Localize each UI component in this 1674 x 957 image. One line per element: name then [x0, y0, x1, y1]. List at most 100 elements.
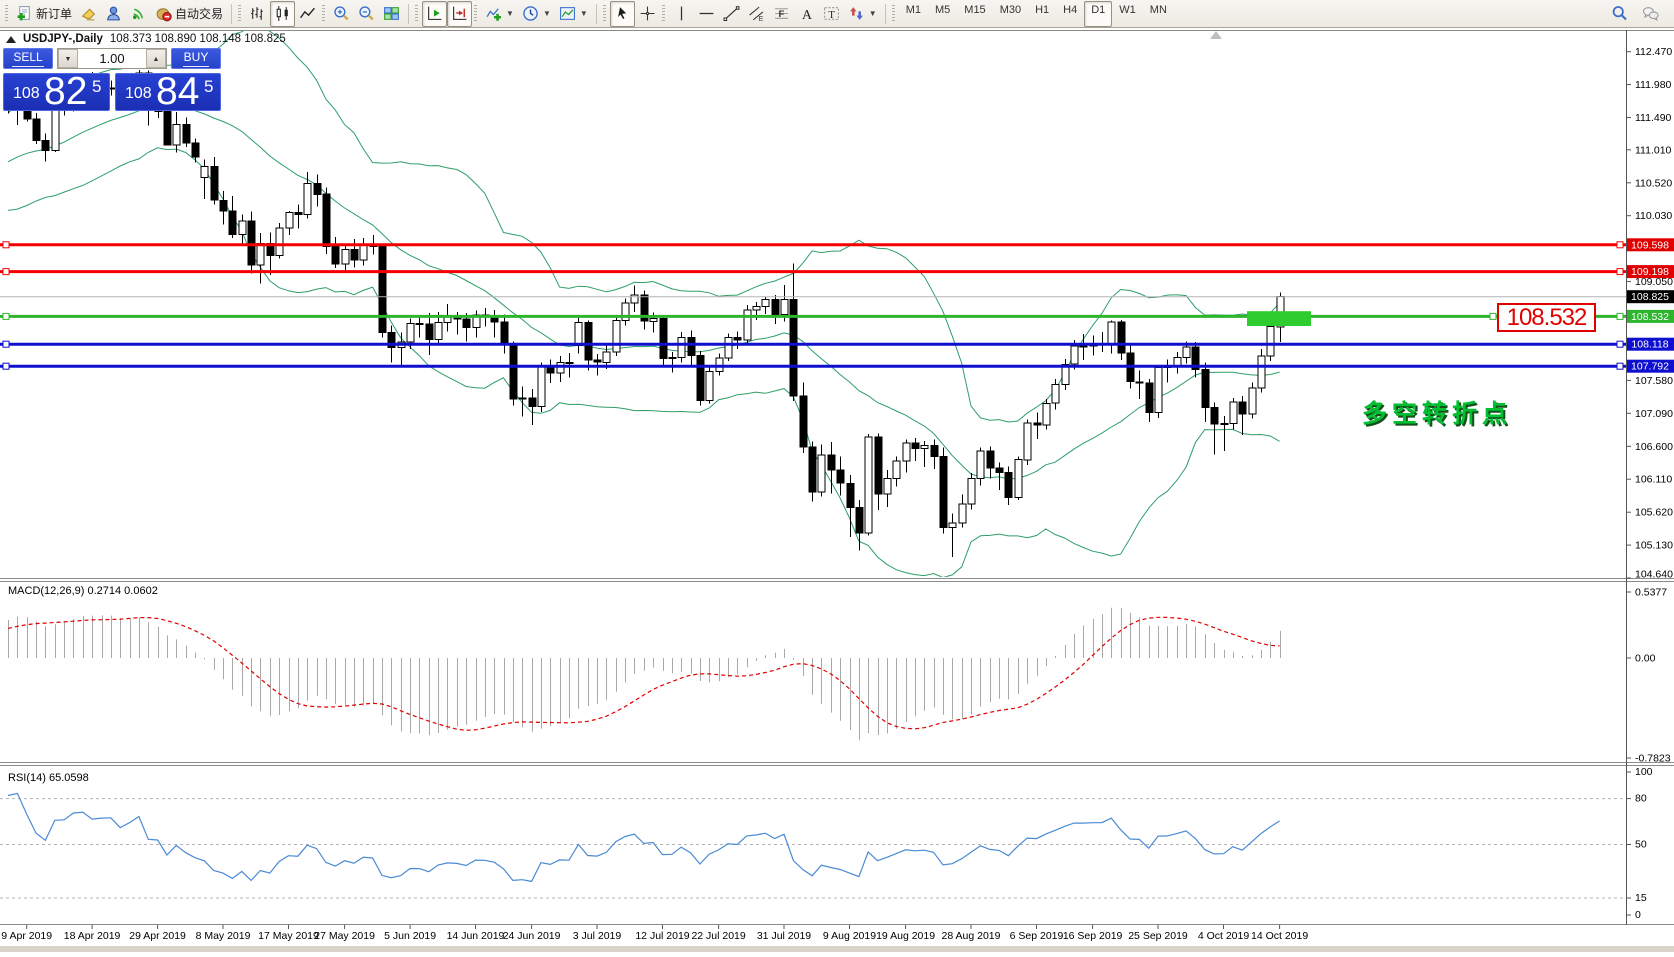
line-handle[interactable] [2, 362, 10, 370]
eraser-button[interactable] [76, 1, 101, 27]
shapes-button[interactable]: ▼ [844, 1, 881, 27]
timeframe-m1-button[interactable]: M1 [905, 3, 921, 16]
toolbar-grip[interactable] [238, 5, 242, 22]
candlestick-chart-button[interactable] [270, 0, 296, 27]
symbol-period-label: USDJPY-,Daily [23, 33, 103, 45]
signals-button[interactable] [126, 1, 151, 27]
toolbar-grip[interactable] [415, 5, 419, 22]
timeframe-m5-button[interactable]: M5 [935, 3, 951, 16]
trendline-button[interactable] [719, 1, 744, 27]
price-callout-label[interactable]: 108.532 [1497, 303, 1596, 332]
date-tick-label: 31 Jul 2019 [757, 930, 811, 942]
line-handle[interactable] [2, 241, 10, 249]
toolbar-grip[interactable] [891, 5, 895, 22]
volume-decrease-button[interactable]: ▼ [58, 49, 78, 68]
timeframe-w1-button[interactable]: W1 [1119, 3, 1136, 16]
date-tick-label: 9 Aug 2019 [823, 930, 876, 942]
text-button[interactable]: A [794, 1, 819, 27]
timeframe-d1-button[interactable]: D1 [1084, 0, 1113, 27]
timeframe-m30-button[interactable]: M30 [999, 3, 1022, 16]
chevron-down-icon[interactable]: ▼ [542, 9, 551, 18]
autotrade-button[interactable]: 自动交易 [151, 1, 227, 27]
periods-button[interactable]: ▼ [518, 1, 555, 27]
timeframe-h1-button[interactable]: H1 [1035, 3, 1050, 16]
cursor-button[interactable] [609, 0, 635, 27]
candle-body [341, 248, 350, 265]
line-handle[interactable] [1489, 312, 1497, 320]
horizontal-line-button[interactable] [694, 1, 719, 27]
crosshair-button[interactable] [635, 1, 660, 27]
toolbar-grip[interactable] [474, 5, 478, 22]
svg-text:A: A [802, 7, 812, 22]
buy-price-tile[interactable]: 108 84 5 [115, 70, 221, 113]
candle-body [256, 242, 265, 266]
line-handle[interactable] [1616, 340, 1624, 348]
eraser-icon [81, 8, 96, 21]
date-tick-label: 22 Jul 2019 [691, 930, 745, 942]
toolbar-grip[interactable] [602, 5, 606, 22]
auto-scroll-button[interactable] [422, 0, 448, 27]
fibonacci-button[interactable]: F [769, 1, 794, 27]
tile-windows-button[interactable] [379, 1, 404, 27]
vertical-line-button[interactable] [669, 1, 694, 27]
toolbar-right [1607, 1, 1663, 27]
search-button[interactable] [1607, 1, 1632, 27]
line-handle[interactable] [1616, 312, 1624, 320]
market-watch-button[interactable] [101, 1, 126, 27]
line-handle[interactable] [1616, 362, 1624, 370]
candle-body [752, 306, 761, 311]
text-label-button[interactable]: T [819, 1, 844, 27]
candle-body [275, 227, 284, 256]
volume-input[interactable] [78, 49, 146, 68]
chinese-annotation[interactable]: 多空转折点 [1362, 400, 1513, 428]
chart-background [0, 28, 1674, 952]
date-tick-label: 25 Sep 2019 [1128, 930, 1188, 942]
candle-body [509, 344, 518, 400]
timeframe-m15-button[interactable]: M15 [964, 3, 986, 16]
zoom-out-button[interactable] [354, 1, 379, 27]
indicators-button[interactable]: ▼ [481, 1, 518, 27]
chat-button[interactable] [1638, 1, 1663, 27]
toolbar-grip[interactable] [661, 5, 665, 22]
timeframe-h4-button[interactable]: H4 [1063, 3, 1078, 16]
toolbar-group [329, 1, 404, 27]
price-tick-label: 109.050 [1635, 276, 1673, 288]
date-tick-label: 8 May 2019 [196, 930, 251, 942]
new-order-button[interactable]: 新订单 [12, 1, 76, 27]
price-tick-label: 110.030 [1635, 210, 1672, 222]
candle-body [228, 210, 237, 235]
candle-body [1107, 321, 1116, 344]
line-handle[interactable] [2, 312, 10, 320]
line-chart-button[interactable] [295, 1, 320, 27]
candle-body [163, 111, 172, 146]
sell-price-tile[interactable]: 108 82 5 [3, 70, 110, 113]
line-handle[interactable] [2, 340, 10, 348]
chart-shift-marker-icon[interactable] [1210, 31, 1222, 39]
channel-button[interactable]: E [744, 1, 769, 27]
bar-chart-button[interactable] [245, 1, 270, 27]
zoom-in-button[interactable] [329, 1, 354, 27]
line-handle[interactable] [2, 268, 10, 276]
green-rectangle-object[interactable] [1247, 311, 1311, 326]
line-handle[interactable] [1616, 241, 1624, 249]
candle-body [602, 351, 611, 363]
buy-button[interactable]: BUY [171, 48, 221, 69]
toolbar-grip[interactable] [5, 5, 8, 22]
toolbar-grip[interactable] [322, 5, 326, 22]
sell-button[interactable]: SELL [3, 48, 53, 69]
chevron-down-icon[interactable]: ▼ [868, 9, 877, 18]
candle-body [182, 123, 191, 144]
collapse-panel-icon[interactable] [6, 35, 16, 43]
line-handle[interactable] [1616, 268, 1624, 276]
candles-layer [4, 69, 1285, 558]
volume-increase-button[interactable]: ▲ [146, 49, 166, 68]
chevron-down-icon[interactable]: ▼ [579, 9, 588, 18]
svg-text:T: T [828, 10, 835, 21]
date-tick-label: 14 Jun 2019 [447, 930, 505, 942]
chevron-down-icon[interactable]: ▼ [506, 9, 514, 18]
chart-shift-button[interactable] [447, 0, 473, 27]
price-badge [1627, 359, 1674, 373]
templates-button[interactable]: ▼ [555, 1, 592, 27]
timeframe-mn-button[interactable]: MN [1149, 3, 1167, 16]
